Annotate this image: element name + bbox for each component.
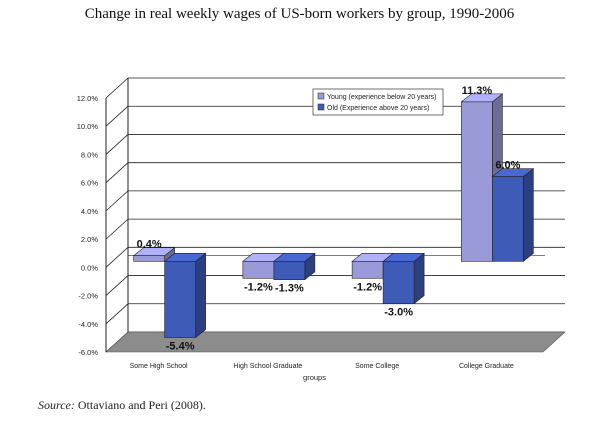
gridline-side (106, 78, 128, 98)
bar-side (414, 253, 424, 303)
legend-swatch (318, 93, 324, 99)
x-axis-title: groups (303, 373, 326, 382)
data-label: 6.0% (495, 160, 520, 172)
bar (383, 261, 414, 303)
y-tick-label: -6.0% (78, 348, 98, 357)
x-axis: Some High School High School Graduate Some… (130, 363, 514, 382)
bar (461, 102, 492, 261)
x-tick-label: High School Graduate (233, 363, 302, 370)
legend-label: Old (Experience above 20 years) (327, 105, 429, 112)
y-tick-label: -2.0% (78, 292, 98, 301)
bar (134, 256, 165, 262)
y-tick-label: 10.0% (77, 122, 99, 131)
x-tick-label: Some High School (130, 363, 188, 370)
bars (134, 94, 534, 338)
gridline-side (106, 163, 128, 183)
y-tick-label: -4.0% (78, 320, 98, 329)
y-axis: -6.0% -4.0% -2.0% 0.0% 2.0% 4.0% 6.0% 8.0% 10.0%… (77, 94, 106, 357)
bar-side (196, 253, 206, 337)
bar (274, 261, 305, 279)
y-tick-label: 6.0% (81, 179, 98, 188)
data-label: 11.3% (462, 85, 493, 97)
y-tick-label: 4.0% (81, 207, 98, 216)
y-tick-label: 2.0% (81, 235, 98, 244)
bar (165, 261, 196, 337)
legend-swatch (318, 104, 324, 110)
gridline-side (106, 134, 128, 154)
source-text: Ottaviano and Peri (2008). (75, 398, 206, 412)
gridline-side (106, 219, 128, 239)
legend-label: Young (experience below 20 years) (327, 94, 436, 101)
source-label: Source: (38, 398, 75, 412)
y-tick-label: 0.0% (81, 263, 98, 272)
gridline-side (106, 106, 128, 126)
data-label: -5.4% (166, 341, 195, 353)
bar-side (523, 169, 533, 262)
source-note: Source: Ottaviano and Peri (2008). (38, 398, 206, 413)
gridline-side (106, 276, 128, 296)
gridline-side (106, 191, 128, 211)
x-tick-label: College Graduate (459, 363, 514, 370)
y-tick-label: 8.0% (81, 150, 98, 159)
bar (352, 261, 383, 278)
y-tick-label: 12.0% (77, 94, 99, 103)
data-label: 0.4% (137, 239, 162, 251)
data-label: -1.2% (353, 281, 382, 293)
data-label: -3.0% (384, 307, 413, 319)
bar (243, 261, 274, 278)
gridline-side (106, 304, 128, 324)
gridline-side (106, 247, 128, 267)
data-label: -1.3% (275, 283, 304, 295)
bar (492, 177, 523, 262)
legend: Young (experience below 20 years) Old (Ex… (313, 89, 443, 115)
x-tick-label: Some College (355, 363, 399, 370)
data-label: -1.2% (244, 281, 273, 293)
